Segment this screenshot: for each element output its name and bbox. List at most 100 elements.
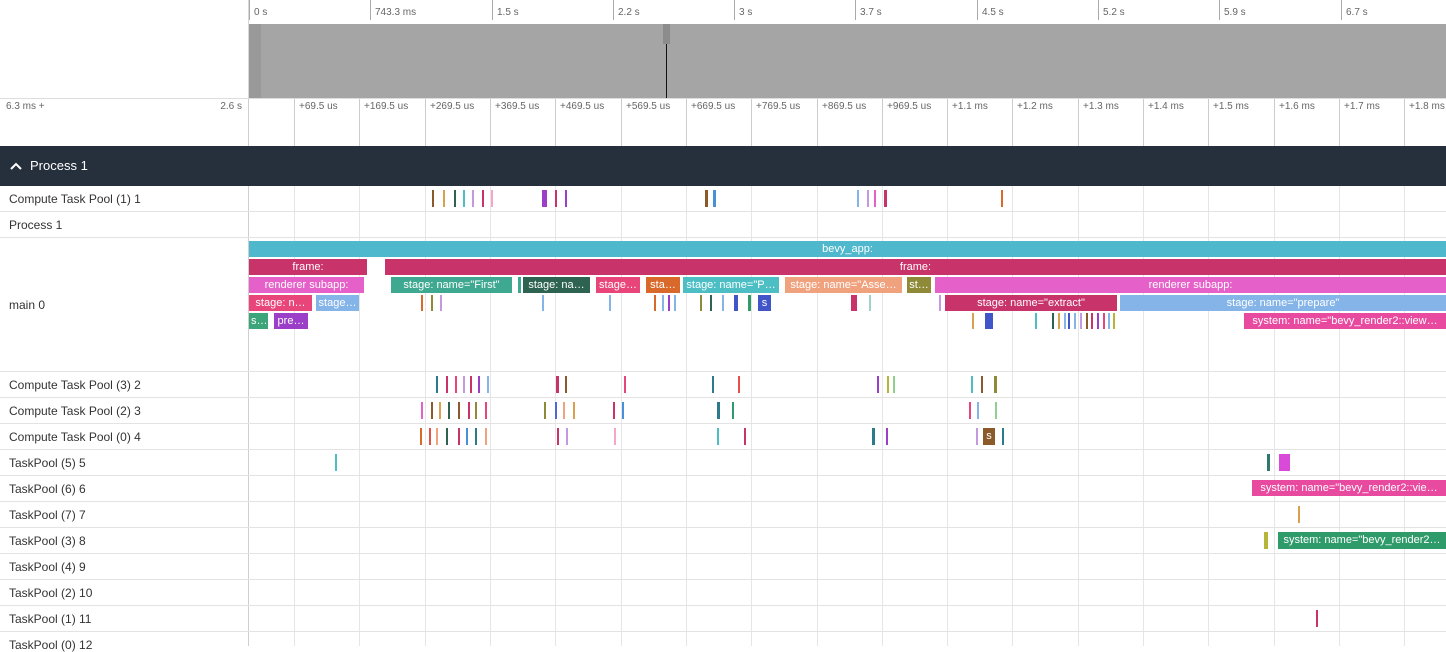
event-tick[interactable] <box>668 295 670 311</box>
track-row[interactable]: TaskPool (0) 12 <box>0 632 1446 652</box>
event-tick[interactable] <box>458 428 460 445</box>
slice-system[interactable]: s <box>758 295 771 311</box>
slice-stage[interactable]: stage: n… <box>249 295 312 311</box>
event-tick[interactable] <box>1001 190 1003 207</box>
event-tick[interactable] <box>994 376 997 393</box>
event-tick[interactable] <box>1068 313 1070 329</box>
slice-renderer-subapp[interactable]: renderer subapp: <box>935 277 1446 293</box>
event-tick[interactable] <box>472 190 474 207</box>
event-tick[interactable] <box>429 428 431 445</box>
event-tick[interactable] <box>446 376 448 393</box>
event-tick[interactable] <box>470 376 472 393</box>
event-tick[interactable] <box>466 428 468 445</box>
track-row[interactable]: TaskPool (7) 7 <box>0 502 1446 528</box>
track-row[interactable]: Compute Task Pool (3) 2 <box>0 372 1446 398</box>
slice-system[interactable]: pre… <box>274 313 308 329</box>
track-row[interactable]: Compute Task Pool (1) 1 <box>0 186 1446 212</box>
chevron-up-icon[interactable] <box>8 158 24 174</box>
event-tick[interactable] <box>1091 313 1093 329</box>
track-row[interactable]: TaskPool (2) 10 <box>0 580 1446 606</box>
event-tick[interactable] <box>893 376 895 393</box>
event-tick[interactable] <box>1279 454 1290 471</box>
event-tick[interactable] <box>874 190 876 207</box>
track-row[interactable]: TaskPool (5) 5 <box>0 450 1446 476</box>
track-row[interactable]: Process 1 <box>0 212 1446 238</box>
event-tick[interactable] <box>869 295 871 311</box>
slice-stage[interactable]: stage… <box>596 277 640 293</box>
event-tick[interactable] <box>475 402 477 419</box>
slice-system[interactable]: s <box>983 428 995 445</box>
event-tick[interactable] <box>1113 313 1115 329</box>
event-tick[interactable] <box>1103 313 1105 329</box>
event-tick[interactable] <box>1058 313 1060 329</box>
event-tick[interactable] <box>1097 313 1099 329</box>
slice-marker[interactable] <box>518 277 521 293</box>
event-tick[interactable] <box>971 376 973 393</box>
process-header[interactable]: Process 1 <box>0 146 1446 186</box>
event-tick[interactable] <box>1264 532 1268 549</box>
track-row[interactable]: Compute Task Pool (0) 4 <box>0 424 1446 450</box>
slice-stage[interactable]: stage… <box>316 295 359 311</box>
track-row[interactable]: Compute Task Pool (2) 3 <box>0 398 1446 424</box>
event-tick[interactable] <box>431 295 433 311</box>
event-tick[interactable] <box>712 376 714 393</box>
event-tick[interactable] <box>485 428 487 445</box>
slice-stage[interactable]: sta… <box>646 277 680 293</box>
slice-system-view[interactable]: system: name="bevy_render2::vie… <box>1252 480 1446 496</box>
event-tick[interactable] <box>981 376 983 393</box>
event-tick[interactable] <box>977 402 979 419</box>
event-tick[interactable] <box>609 295 611 311</box>
event-tick[interactable] <box>851 295 857 311</box>
slice-system[interactable]: s… <box>249 313 268 329</box>
event-tick[interactable] <box>654 295 656 311</box>
event-tick[interactable] <box>436 428 438 445</box>
slice-stage[interactable]: stage: name="P… <box>683 277 779 293</box>
event-tick[interactable] <box>713 190 716 207</box>
event-tick[interactable] <box>1052 313 1054 329</box>
event-tick[interactable] <box>717 428 719 445</box>
event-tick[interactable] <box>458 402 460 419</box>
event-tick[interactable] <box>886 428 888 445</box>
event-tick[interactable] <box>887 376 889 393</box>
event-tick[interactable] <box>744 428 746 445</box>
event-tick[interactable] <box>969 402 971 419</box>
viewport-handle[interactable] <box>663 24 670 44</box>
slice-system-view[interactable]: system: name="bevy_render2::view… <box>1244 313 1446 329</box>
event-tick[interactable] <box>555 402 557 419</box>
event-tick[interactable] <box>556 376 559 393</box>
event-tick[interactable] <box>446 428 448 445</box>
event-tick[interactable] <box>1002 428 1004 445</box>
event-tick[interactable] <box>431 402 433 419</box>
event-tick[interactable] <box>1035 313 1037 329</box>
event-tick[interactable] <box>557 428 559 445</box>
event-tick[interactable] <box>555 190 557 207</box>
track-row[interactable]: TaskPool (3) 8 <box>0 528 1446 554</box>
event-tick[interactable] <box>1080 313 1082 329</box>
event-tick[interactable] <box>717 402 720 419</box>
event-tick[interactable] <box>710 295 712 311</box>
event-tick[interactable] <box>748 295 751 311</box>
event-tick[interactable] <box>872 428 875 445</box>
event-tick[interactable] <box>700 295 702 311</box>
event-tick[interactable] <box>1298 506 1300 523</box>
event-tick[interactable] <box>738 376 740 393</box>
event-tick[interactable] <box>705 190 708 207</box>
event-tick[interactable] <box>443 190 445 207</box>
event-tick[interactable] <box>463 190 465 207</box>
event-tick[interactable] <box>475 428 477 445</box>
track-row[interactable]: TaskPool (1) 11 <box>0 606 1446 632</box>
event-tick[interactable] <box>542 190 547 207</box>
event-tick[interactable] <box>563 402 565 419</box>
event-tick[interactable] <box>1086 313 1088 329</box>
slice-frame[interactable]: frame: <box>249 259 367 275</box>
event-tick[interactable] <box>335 454 337 471</box>
event-tick[interactable] <box>939 295 941 311</box>
slice-bevy-app[interactable]: bevy_app: <box>249 241 1446 257</box>
slice-stage-extract[interactable]: stage: name="extract" <box>945 295 1117 311</box>
overview-activity-band[interactable] <box>249 24 1446 98</box>
track-row[interactable]: TaskPool (6) 6 <box>0 476 1446 502</box>
event-tick[interactable] <box>439 402 441 419</box>
slice-stage-prepare[interactable]: stage: name="prepare" <box>1120 295 1446 311</box>
slice-stage[interactable]: stage: name="Asse… <box>785 277 902 293</box>
event-tick[interactable] <box>1267 454 1270 471</box>
